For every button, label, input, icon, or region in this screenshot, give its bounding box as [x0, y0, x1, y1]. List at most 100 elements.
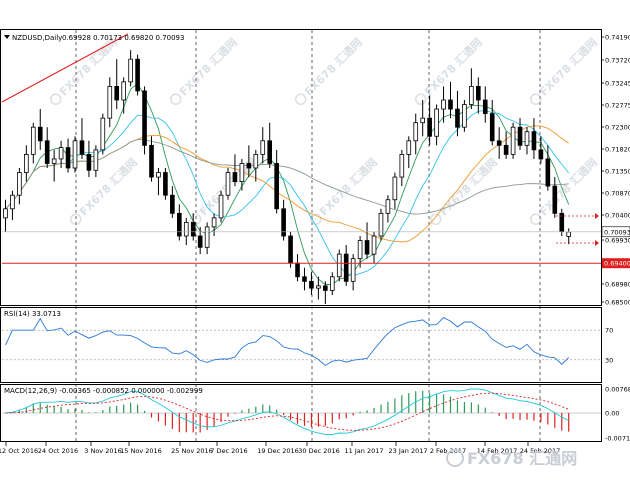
price-axis-label: 0.73245 [605, 80, 630, 88]
candle [531, 118, 537, 159]
candle [329, 272, 335, 295]
watermark-logo-icon [415, 93, 427, 105]
candle-body [30, 126, 36, 155]
candle-body [538, 149, 544, 160]
price-axis-label: 0.68500 [605, 299, 630, 307]
candle [183, 217, 189, 246]
ma-slow-line [5, 138, 569, 215]
candle [288, 231, 293, 268]
candle [476, 77, 481, 114]
candle-body [441, 99, 446, 110]
candle-body [128, 58, 133, 83]
support-price-label: 0.69400 [604, 260, 630, 268]
watermark-logo-icon [310, 213, 322, 225]
candle-body [385, 199, 391, 214]
candle-body [357, 240, 363, 260]
candle-body [503, 144, 509, 155]
candle-body [545, 158, 551, 187]
watermark-text: FX678 汇通网 [537, 36, 600, 99]
candle [364, 222, 370, 259]
candle-body [496, 140, 502, 146]
macd-axis-label: 0.007688 [605, 386, 630, 394]
candle [114, 59, 120, 110]
candle [3, 199, 8, 232]
candle-body [281, 208, 286, 237]
candle-body [260, 140, 266, 155]
date-axis-label: 2 Feb 2017 [430, 447, 466, 455]
date-axis-label: 11 Jan 2017 [345, 447, 384, 455]
macd-signal-line [5, 392, 569, 431]
candle-body [142, 90, 147, 146]
candle-body [183, 221, 189, 237]
candle-body [58, 147, 64, 160]
candle-body [204, 226, 210, 248]
candle-body [378, 212, 384, 237]
candle [489, 100, 495, 146]
candle [204, 222, 210, 255]
axes: 0.74190 0.73720 0.73245 0.72775 0.72300 0.718… [0, 34, 630, 455]
price-axis-label: 0.69930 [605, 237, 630, 245]
watermark: FX678 汇通网 [170, 36, 240, 105]
candle-body [149, 144, 154, 178]
candle-body [489, 113, 495, 142]
candle-body [211, 217, 217, 228]
candle-body [37, 126, 43, 142]
rsi-panel-frame [0, 307, 602, 383]
candle-body [267, 140, 273, 164]
candle [420, 100, 425, 137]
candle-body [253, 153, 259, 169]
candle-body [406, 140, 412, 155]
candle [566, 228, 572, 245]
candle [121, 77, 126, 114]
candle [503, 131, 509, 159]
candle-body [51, 158, 57, 164]
candle-body [323, 285, 328, 291]
candle-body [246, 163, 252, 169]
watermark-logo-icon [295, 93, 307, 105]
current-price-label: 0.70093 [604, 228, 630, 236]
candle [17, 168, 22, 205]
macd-panel: 0.007688 0.00 -0.007130 [2, 386, 630, 443]
candle [392, 172, 398, 209]
candle [350, 254, 356, 291]
candle-body [93, 149, 99, 171]
candle-body [420, 117, 425, 124]
macd-label: MACD(12,26,9) -0.00365 -0.000852 0.00000… [4, 387, 203, 395]
candle [413, 113, 419, 155]
candle-body [350, 258, 356, 282]
watermark-logo-icon [530, 213, 542, 225]
candle-body [274, 163, 279, 210]
candle [357, 236, 363, 268]
candle [128, 50, 133, 87]
date-axis-label: 25 Nov 2016 [171, 447, 213, 455]
candle-body [364, 240, 370, 255]
watermark: FX678 汇通网 [430, 156, 500, 225]
dropdown-triangle-icon[interactable] [4, 35, 10, 39]
trendline [1, 33, 129, 103]
candle [239, 158, 245, 191]
candle-body [163, 172, 168, 196]
candle [496, 127, 502, 159]
candle-body [225, 172, 231, 196]
candle [225, 168, 231, 200]
watermark: FX678 汇通网 [530, 36, 600, 105]
watermark: FX678 汇通网 [295, 36, 365, 105]
vertical-gridlines [75, 30, 541, 442]
candle-body [135, 58, 140, 92]
arrow-right-icon [595, 213, 599, 219]
candle-body [531, 131, 537, 151]
watermark-text: FX678 汇通网 [302, 36, 365, 99]
rsi-label: RSI(14) 33.0713 [4, 310, 61, 318]
candle-body [427, 117, 432, 137]
candle [323, 281, 328, 304]
candle [86, 140, 92, 178]
watermark-text: FX678 汇通网 [317, 156, 380, 219]
rsi-level-label: 70 [605, 327, 613, 335]
candle [538, 136, 544, 164]
candle [267, 122, 273, 168]
candle [190, 213, 196, 241]
candle-body [65, 147, 71, 169]
candle [246, 145, 252, 178]
